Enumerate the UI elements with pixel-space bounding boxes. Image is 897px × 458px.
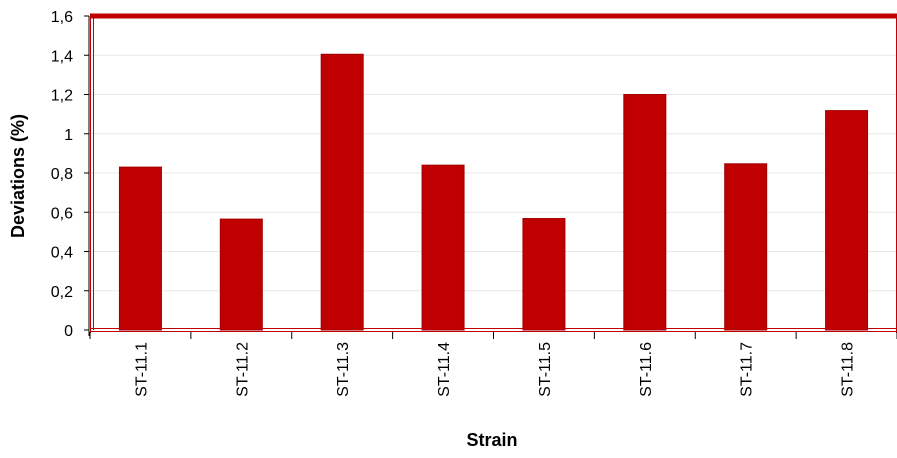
plot-frame [90, 13, 897, 333]
x-tick-label: ST-11.8 [840, 342, 857, 397]
x-tick-label: ST-11.4 [436, 342, 453, 397]
x-tick-label: ST-11.2 [234, 342, 251, 397]
gridlines [90, 54, 897, 292]
y-tick-label: 0 [64, 323, 73, 340]
bar-ST-11.7 [724, 163, 768, 331]
bar-ST-11.4 [421, 164, 465, 331]
x-tick-label: ST-11.5 [537, 342, 554, 397]
x-tick-label: ST-11.3 [335, 342, 352, 397]
y-tick-label: 1,6 [51, 9, 73, 26]
x-tick-label: ST-11.6 [638, 342, 655, 397]
y-tick-label: 0,6 [51, 205, 73, 222]
x-tick-label: ST-11.7 [739, 342, 756, 397]
y-tick-label: 1,2 [51, 88, 73, 105]
bar-ST-11.1 [118, 166, 162, 331]
bar-ST-11.2 [219, 218, 263, 331]
bars [118, 53, 869, 331]
bar-ST-11.3 [320, 53, 364, 331]
bar-ST-11.8 [825, 110, 869, 331]
x-tick-label: ST-11.1 [133, 342, 150, 397]
y-axis: 0 0,2 0,4 0,6 0,8 1 1,2 1,4 1,6 [51, 9, 90, 340]
y-tick-label: 1 [64, 127, 73, 144]
y-tick-label: 1,4 [51, 48, 73, 65]
bar-ST-11.6 [623, 94, 667, 331]
y-tick-label: 0,8 [51, 166, 73, 183]
x-axis-title: Strain [466, 430, 517, 450]
x-axis: ST-11.1 ST-11.2 ST-11.3 ST-11.4 ST-11.5 ST-11… [89, 332, 897, 397]
y-axis-title: Deviations (%) [8, 114, 28, 238]
bar-ST-11.5 [522, 218, 566, 331]
y-tick-label: 0,2 [51, 284, 73, 301]
y-tick-label: 0,4 [51, 245, 73, 262]
